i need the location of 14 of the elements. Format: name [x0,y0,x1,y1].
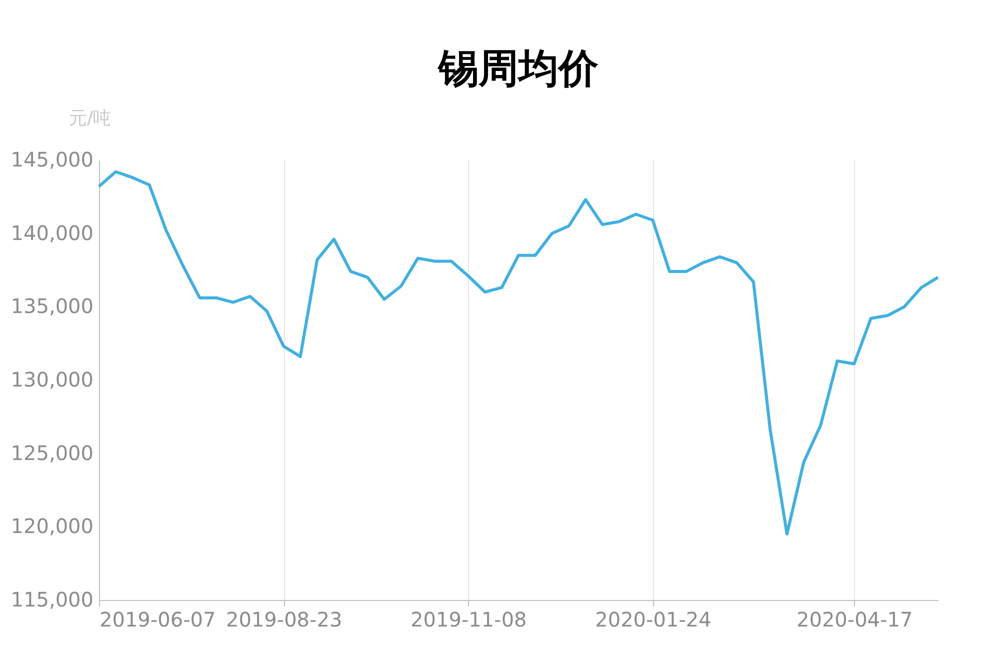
line-series [98,170,940,536]
x-tick-label: 2019-08-23 [226,608,342,632]
x-tick-label: 2019-11-08 [410,608,527,632]
y-tick-label: 135,000 [10,294,94,318]
y-tick-label: 120,000 [10,514,94,538]
chart-title: 锡周均价 [436,46,600,92]
y-tick-label: 125,000 [10,440,94,465]
y-tick-label: 145,000 [10,148,94,172]
y-tick-label: 115,000 [10,588,94,612]
x-tick-label: 2020-01-24 [595,608,712,632]
x-tick-label: 2020-04-17 [796,608,913,632]
y-tick-label: 140,000 [10,220,94,245]
y-tick-label: 130,000 [10,368,94,392]
x-tick-label: 2019-06-07 [100,608,216,632]
